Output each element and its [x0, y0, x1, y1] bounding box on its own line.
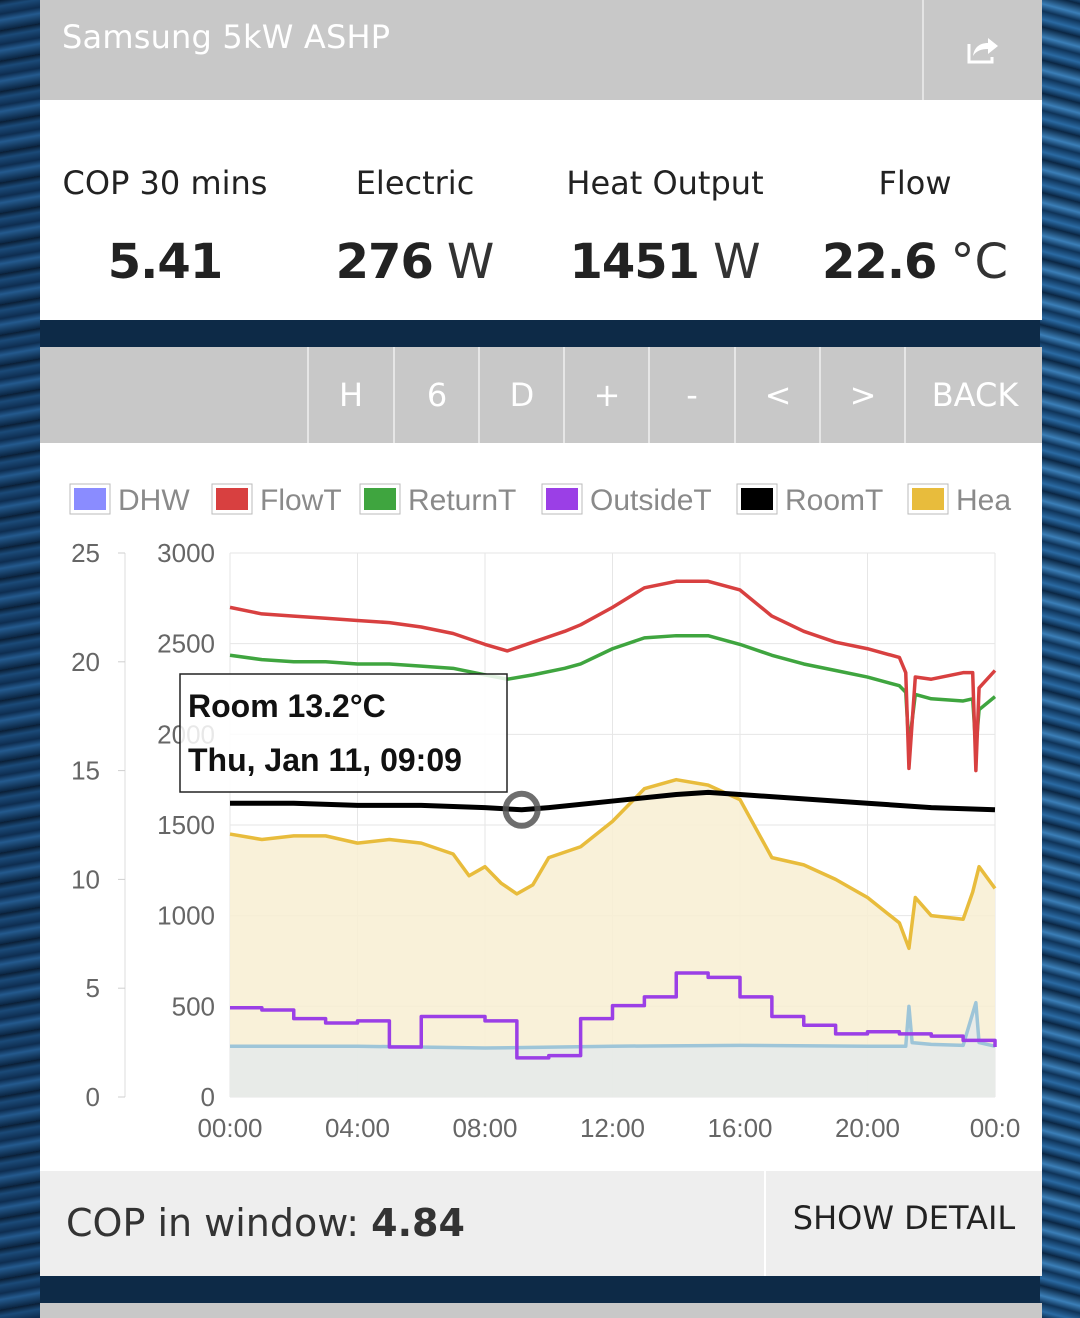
- stat-value: 1451 W: [569, 234, 761, 290]
- series-area-elec: [230, 1002, 995, 1097]
- x-axis-label: 00:0: [970, 1113, 1021, 1143]
- right-axis-label: 1500: [157, 810, 215, 840]
- left-axis-label: 15: [71, 756, 100, 786]
- stat-label: Flow: [878, 164, 952, 202]
- cop-footer: COP in window: 4.84 SHOW DETAIL: [40, 1171, 1042, 1276]
- x-axis-label: 00:00: [197, 1113, 262, 1143]
- series-line-flowt: [229, 579, 997, 773]
- left-axis-label: 25: [71, 538, 100, 568]
- series-line-roomt: [230, 789, 996, 813]
- stat-unit: °C: [950, 234, 1008, 290]
- stats-panel: COP 30 mins 5.41 Electric 276 W Heat Outp…: [40, 100, 1042, 320]
- app-header: Samsung 5kW ASHP: [40, 0, 1042, 100]
- legend-swatch-dhw: [74, 488, 106, 510]
- legend-label: DHW: [118, 484, 190, 517]
- hover-marker: [502, 790, 541, 829]
- right-axis-label: 3000: [157, 538, 215, 568]
- background-right: [1040, 0, 1080, 1318]
- pan-right-button[interactable]: >: [819, 347, 905, 443]
- background-left: [0, 0, 40, 1318]
- zoom-in-button[interactable]: +: [563, 347, 649, 443]
- series-line-heat: [229, 777, 997, 951]
- chart-panel: 051015202505001000150020002500300000:000…: [40, 443, 1042, 1171]
- x-axis-label: 20:00: [835, 1113, 900, 1143]
- share-icon: [967, 38, 998, 64]
- left-axis-label: 0: [86, 1082, 100, 1112]
- chart-tooltip: [179, 673, 508, 793]
- right-axis-label: 0: [201, 1082, 215, 1112]
- series-line-elec: [230, 1000, 996, 1050]
- right-axis-label: 1000: [157, 901, 215, 931]
- app-title: Samsung 5kW ASHP: [62, 18, 391, 56]
- chart[interactable]: 051015202505001000150020002500300000:000…: [40, 443, 1042, 1171]
- x-axis-label: 08:00: [452, 1113, 517, 1143]
- hour-button[interactable]: H: [307, 347, 393, 443]
- stat-unit: W: [446, 234, 495, 290]
- x-axis-label: 04:00: [325, 1113, 390, 1143]
- x-axis-label: 16:00: [707, 1113, 772, 1143]
- x-axis-label: 12:00: [580, 1113, 645, 1143]
- legend-label: RoomT: [785, 484, 883, 517]
- next-panel-strip: [40, 1303, 1042, 1318]
- tooltip-time: Thu, Jan 11, 09:09: [188, 742, 462, 778]
- share-button[interactable]: [922, 0, 1042, 100]
- cop-window-label: COP in window:: [66, 1201, 360, 1245]
- legend-swatch-roomt: [741, 488, 773, 510]
- legend-label: ReturnT: [408, 484, 516, 517]
- left-axis-label: 20: [71, 647, 100, 677]
- stat-label: Electric: [355, 164, 475, 202]
- stat-label: Heat Output: [566, 164, 764, 202]
- day-button[interactable]: D: [478, 347, 564, 443]
- series-line-returnt: [229, 633, 997, 751]
- legend-swatch-outsidet: [546, 488, 578, 510]
- stat-value: 22.6 °C: [822, 234, 1008, 290]
- legend-swatch-flowt: [216, 488, 248, 510]
- right-axis-label: 2500: [157, 629, 215, 659]
- tooltip-value: Room 13.2°C: [188, 688, 386, 724]
- stat-value: 276 W: [335, 234, 495, 290]
- left-axis-label: 10: [71, 864, 100, 894]
- legend-swatch-returnt: [364, 488, 396, 510]
- series-line-outsidet: [230, 971, 997, 1060]
- time-toolbar: H 6 D + - < > BACK: [40, 347, 1042, 443]
- cop-window: COP in window: 4.84: [66, 1201, 465, 1245]
- legend-label: Hea: [956, 484, 1011, 517]
- stat-label: COP 30 mins: [62, 164, 268, 202]
- cop-window-value: 4.84: [371, 1201, 465, 1245]
- show-detail-button[interactable]: SHOW DETAIL: [764, 1171, 1042, 1276]
- legend-swatch-hea: [912, 488, 944, 510]
- left-axis-label: 5: [86, 973, 100, 1003]
- stat-value: 5.41: [107, 234, 223, 290]
- legend-label: FlowT: [260, 484, 342, 517]
- legend-label: OutsideT: [590, 484, 712, 517]
- six-hour-button[interactable]: 6: [393, 347, 479, 443]
- zoom-out-button[interactable]: -: [648, 347, 734, 443]
- stat-unit: W: [713, 234, 761, 290]
- pan-left-button[interactable]: <: [734, 347, 820, 443]
- right-axis-label: 500: [172, 991, 215, 1021]
- back-button[interactable]: BACK: [904, 347, 1044, 443]
